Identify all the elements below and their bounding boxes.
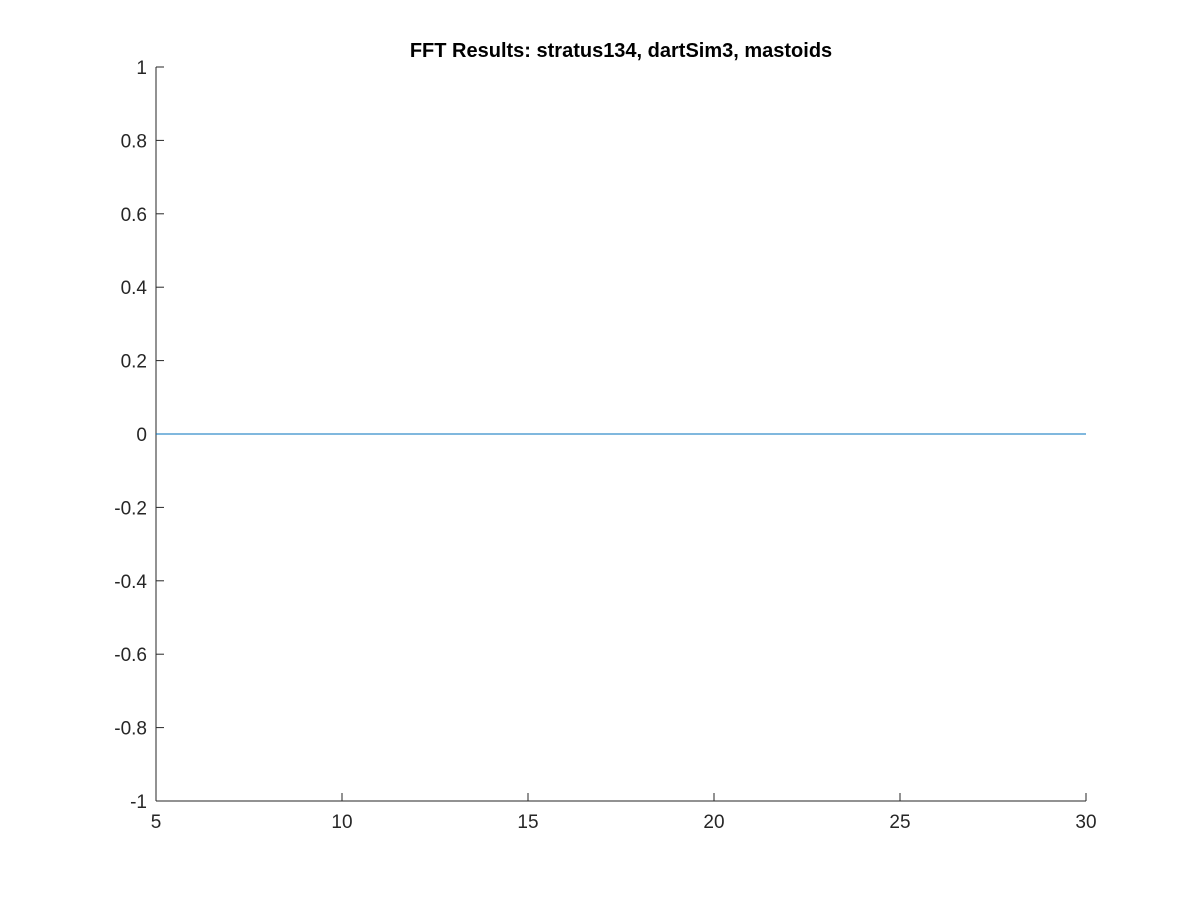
x-tick-label: 25 bbox=[889, 812, 910, 833]
y-tick-label: -0.2 bbox=[114, 498, 147, 519]
x-tick-label: 10 bbox=[331, 812, 352, 833]
y-tick-label: 1 bbox=[136, 58, 147, 79]
y-tick-label: 0.8 bbox=[121, 131, 147, 152]
y-tick-label: 0.2 bbox=[121, 352, 147, 373]
y-tick-label: 0.6 bbox=[121, 205, 147, 226]
x-tick-label: 30 bbox=[1075, 812, 1096, 833]
y-tick-label: 0.4 bbox=[121, 278, 148, 299]
x-ticks: 5 10 15 20 25 30 bbox=[151, 793, 1097, 833]
y-tick-label: 0 bbox=[136, 425, 147, 446]
chart-title: FFT Results: stratus134, dartSim3, masto… bbox=[410, 40, 832, 62]
x-tick-label: 15 bbox=[517, 812, 538, 833]
x-tick-label: 5 bbox=[151, 812, 162, 833]
y-tick-label: -1 bbox=[130, 792, 147, 813]
y-tick-label: -0.6 bbox=[114, 645, 147, 666]
y-tick-label: -0.4 bbox=[114, 572, 147, 593]
y-tick-label: -0.8 bbox=[114, 719, 147, 740]
y-ticks: -1 -0.8 -0.6 -0.4 -0.2 0 0.2 0.4 0.6 0.8 1 bbox=[114, 58, 164, 813]
x-tick-label: 20 bbox=[703, 812, 724, 833]
